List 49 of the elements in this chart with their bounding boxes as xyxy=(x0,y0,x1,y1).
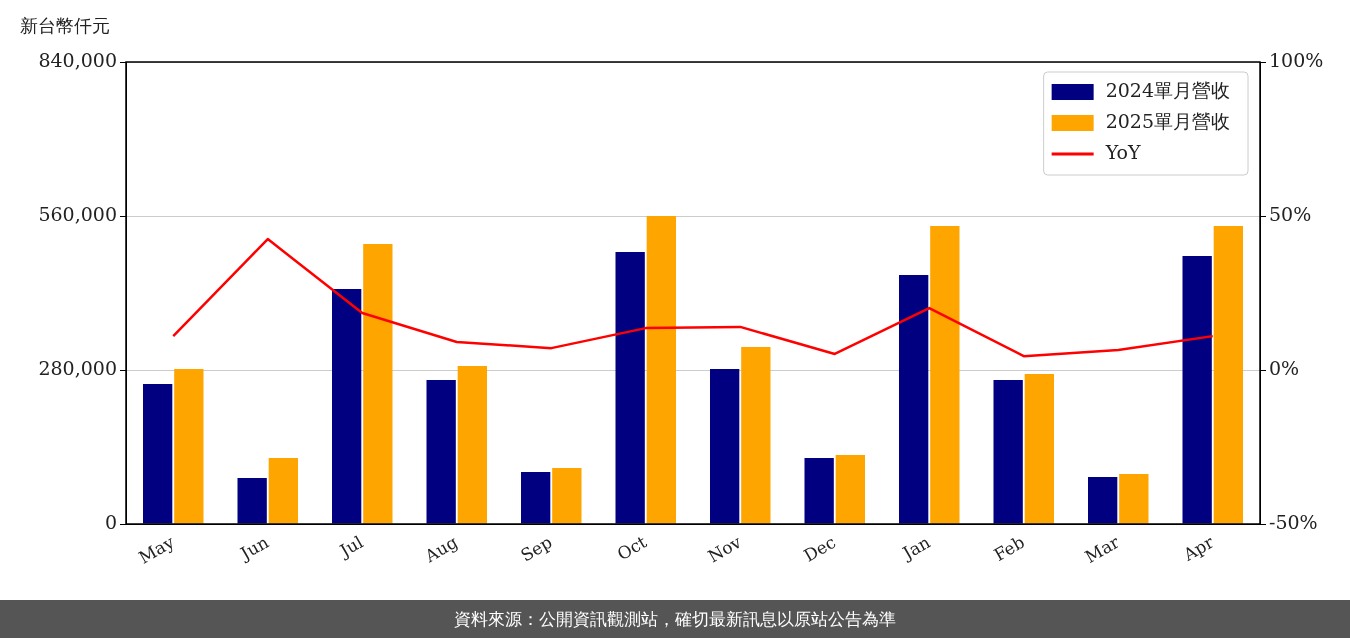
bar xyxy=(1213,226,1243,524)
x-tick-label: Dec xyxy=(800,531,839,566)
y-tick-label: 560,000 xyxy=(38,202,117,225)
y-tick-label: 840,000 xyxy=(38,48,117,71)
y2-tick-label: 50% xyxy=(1269,202,1312,225)
x-tick-label: Jan xyxy=(897,531,934,565)
x-tick-label: Jul xyxy=(334,531,367,562)
x-tick-label: Jun xyxy=(235,531,273,565)
y2-tick-label: -50% xyxy=(1269,510,1318,533)
x-tick-label: Oct xyxy=(613,531,651,565)
bar xyxy=(615,252,645,524)
y-axis-title: 新台幣仟元 xyxy=(20,14,110,36)
bar xyxy=(1182,255,1212,524)
bar xyxy=(426,380,456,524)
x-tick-label: Apr xyxy=(1179,531,1218,566)
x-tick-label: Feb xyxy=(990,531,1029,566)
y2-tick-label: 100% xyxy=(1269,48,1324,71)
source-note: 資料來源：公開資訊觀測站，確切最新訊息以原站公告為準 xyxy=(0,600,1350,638)
bar xyxy=(804,458,834,524)
bar xyxy=(741,347,771,524)
x-tick-label: Aug xyxy=(420,531,462,567)
x-tick-label: May xyxy=(135,531,178,568)
bar xyxy=(710,369,740,524)
bar xyxy=(1088,476,1118,524)
bar xyxy=(521,472,551,524)
bar xyxy=(552,468,582,524)
bar xyxy=(332,288,362,524)
x-tick-label: Nov xyxy=(704,531,745,567)
x-tick-label: Mar xyxy=(1081,531,1124,567)
bar xyxy=(899,275,929,524)
bar xyxy=(1119,474,1149,524)
bar xyxy=(1024,374,1054,524)
bar xyxy=(457,365,487,524)
legend-label: YoY xyxy=(1104,140,1141,163)
bar xyxy=(993,380,1023,524)
bar xyxy=(646,216,676,524)
bar xyxy=(237,478,267,524)
y2-tick-label: 0% xyxy=(1269,356,1300,379)
bar xyxy=(930,226,960,524)
x-tick-label: Sep xyxy=(517,531,556,566)
bar xyxy=(835,454,865,524)
legend-label: 2025單月營收 xyxy=(1105,109,1231,132)
y-tick-label: 280,000 xyxy=(38,356,117,379)
y-tick-label: 0 xyxy=(104,510,117,533)
bar xyxy=(363,244,393,524)
bar xyxy=(174,369,204,524)
bar xyxy=(143,384,173,524)
legend-label: 2024單月營收 xyxy=(1105,78,1231,101)
bar xyxy=(268,458,298,524)
